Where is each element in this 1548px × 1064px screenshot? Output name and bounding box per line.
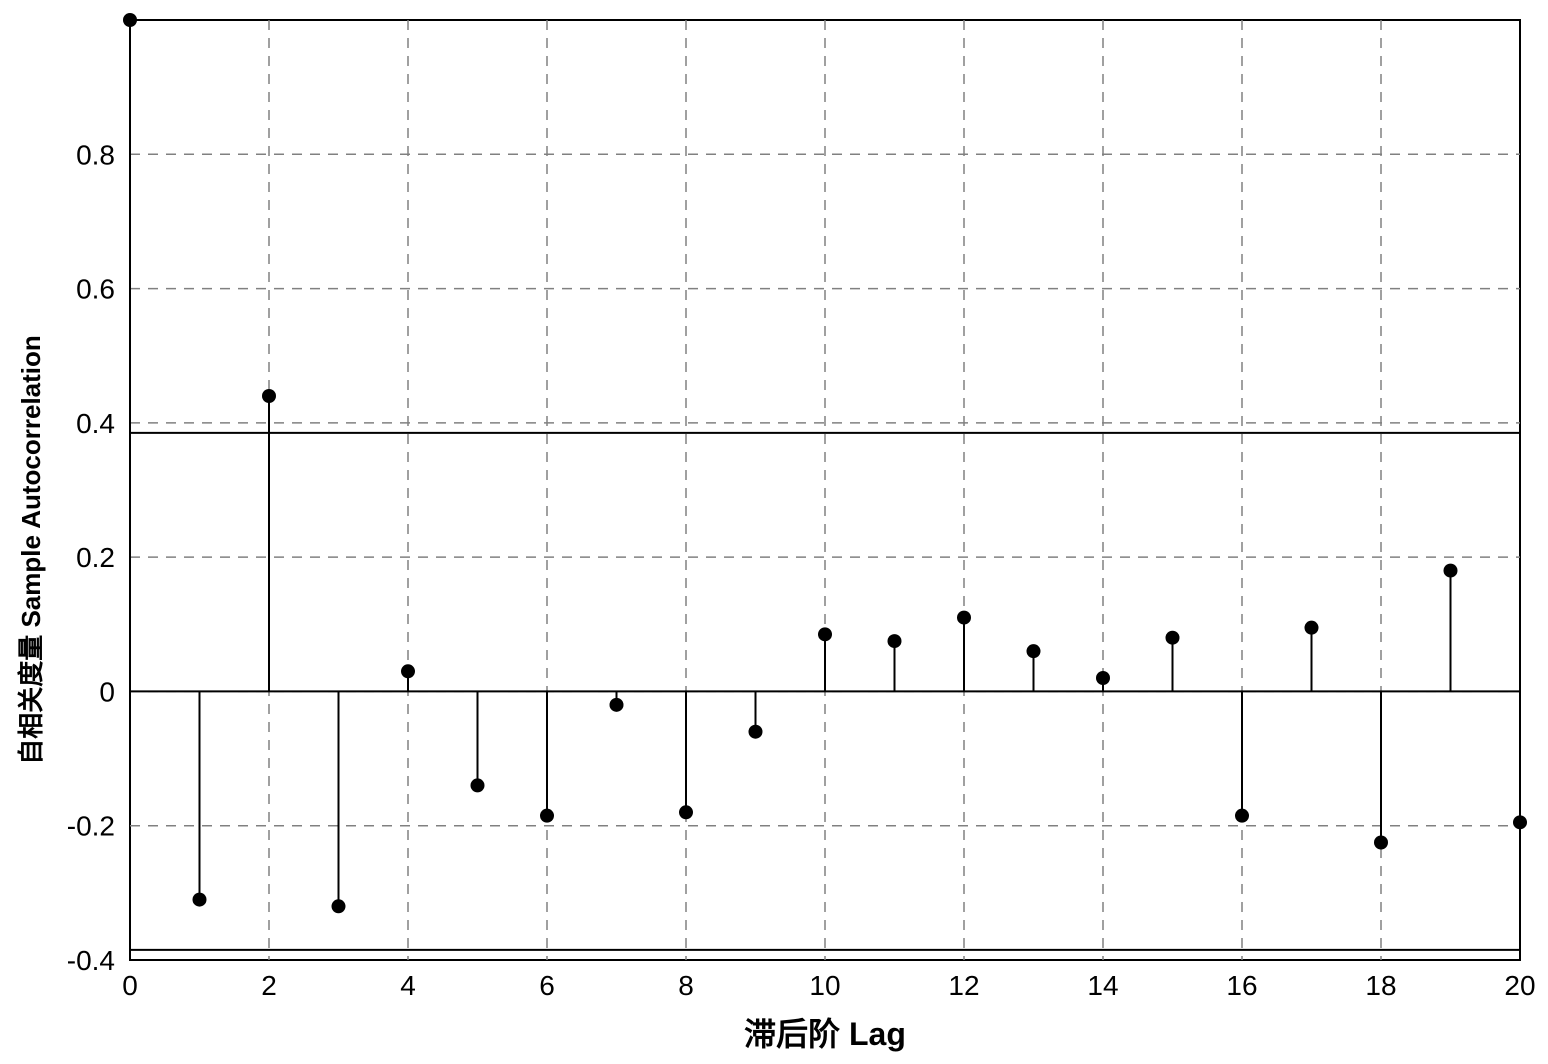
stem-marker (123, 13, 137, 27)
ytick-label: 0 (99, 676, 115, 707)
xtick-label: 18 (1365, 970, 1396, 1001)
stem-marker (540, 809, 554, 823)
ytick-label: 0.6 (76, 274, 115, 305)
xtick-label: 4 (400, 970, 416, 1001)
stem-marker (818, 627, 832, 641)
stem-marker (401, 664, 415, 678)
stem-marker (749, 725, 763, 739)
stem-marker (332, 899, 346, 913)
ytick-label: 0.2 (76, 542, 115, 573)
stem-marker (1235, 809, 1249, 823)
stem-marker (679, 805, 693, 819)
stem-marker (471, 778, 485, 792)
stem-marker (1027, 644, 1041, 658)
stem-marker (262, 389, 276, 403)
chart-svg: 0 2 4 6 8 10 12 14 16 18 20 -0.4 -0.2 0 0.2 0.4 0.6 0.8 滞后… (0, 0, 1548, 1064)
xtick-label: 6 (539, 970, 555, 1001)
autocorrelation-chart: 0 2 4 6 8 10 12 14 16 18 20 -0.4 -0.2 0 0.2 0.4 0.6 0.8 滞后… (0, 0, 1548, 1064)
ytick-label: 0.4 (76, 408, 115, 439)
xtick-label: 0 (122, 970, 138, 1001)
xtick-label: 12 (948, 970, 979, 1001)
xtick-label: 2 (261, 970, 277, 1001)
stem-marker (1166, 631, 1180, 645)
xtick-label: 20 (1504, 970, 1535, 1001)
stem-marker (193, 893, 207, 907)
xtick-label: 14 (1087, 970, 1118, 1001)
stem-marker (1513, 815, 1527, 829)
stem-marker (1374, 836, 1388, 850)
ytick-label: -0.2 (67, 811, 115, 842)
xtick-label: 10 (809, 970, 840, 1001)
xtick-label: 8 (678, 970, 694, 1001)
stem-marker (610, 698, 624, 712)
stem-marker (957, 611, 971, 625)
stem-marker (888, 634, 902, 648)
xtick-label: 16 (1226, 970, 1257, 1001)
y-axis-label: 自相关度量 Sample Autocorrelation (16, 335, 46, 765)
ytick-label: -0.4 (67, 945, 115, 976)
ytick-label: 0.8 (76, 139, 115, 170)
stem-marker (1096, 671, 1110, 685)
stem-marker (1305, 621, 1319, 635)
stem-marker (1444, 564, 1458, 578)
x-axis-label: 滞后阶 Lag (744, 1016, 906, 1052)
